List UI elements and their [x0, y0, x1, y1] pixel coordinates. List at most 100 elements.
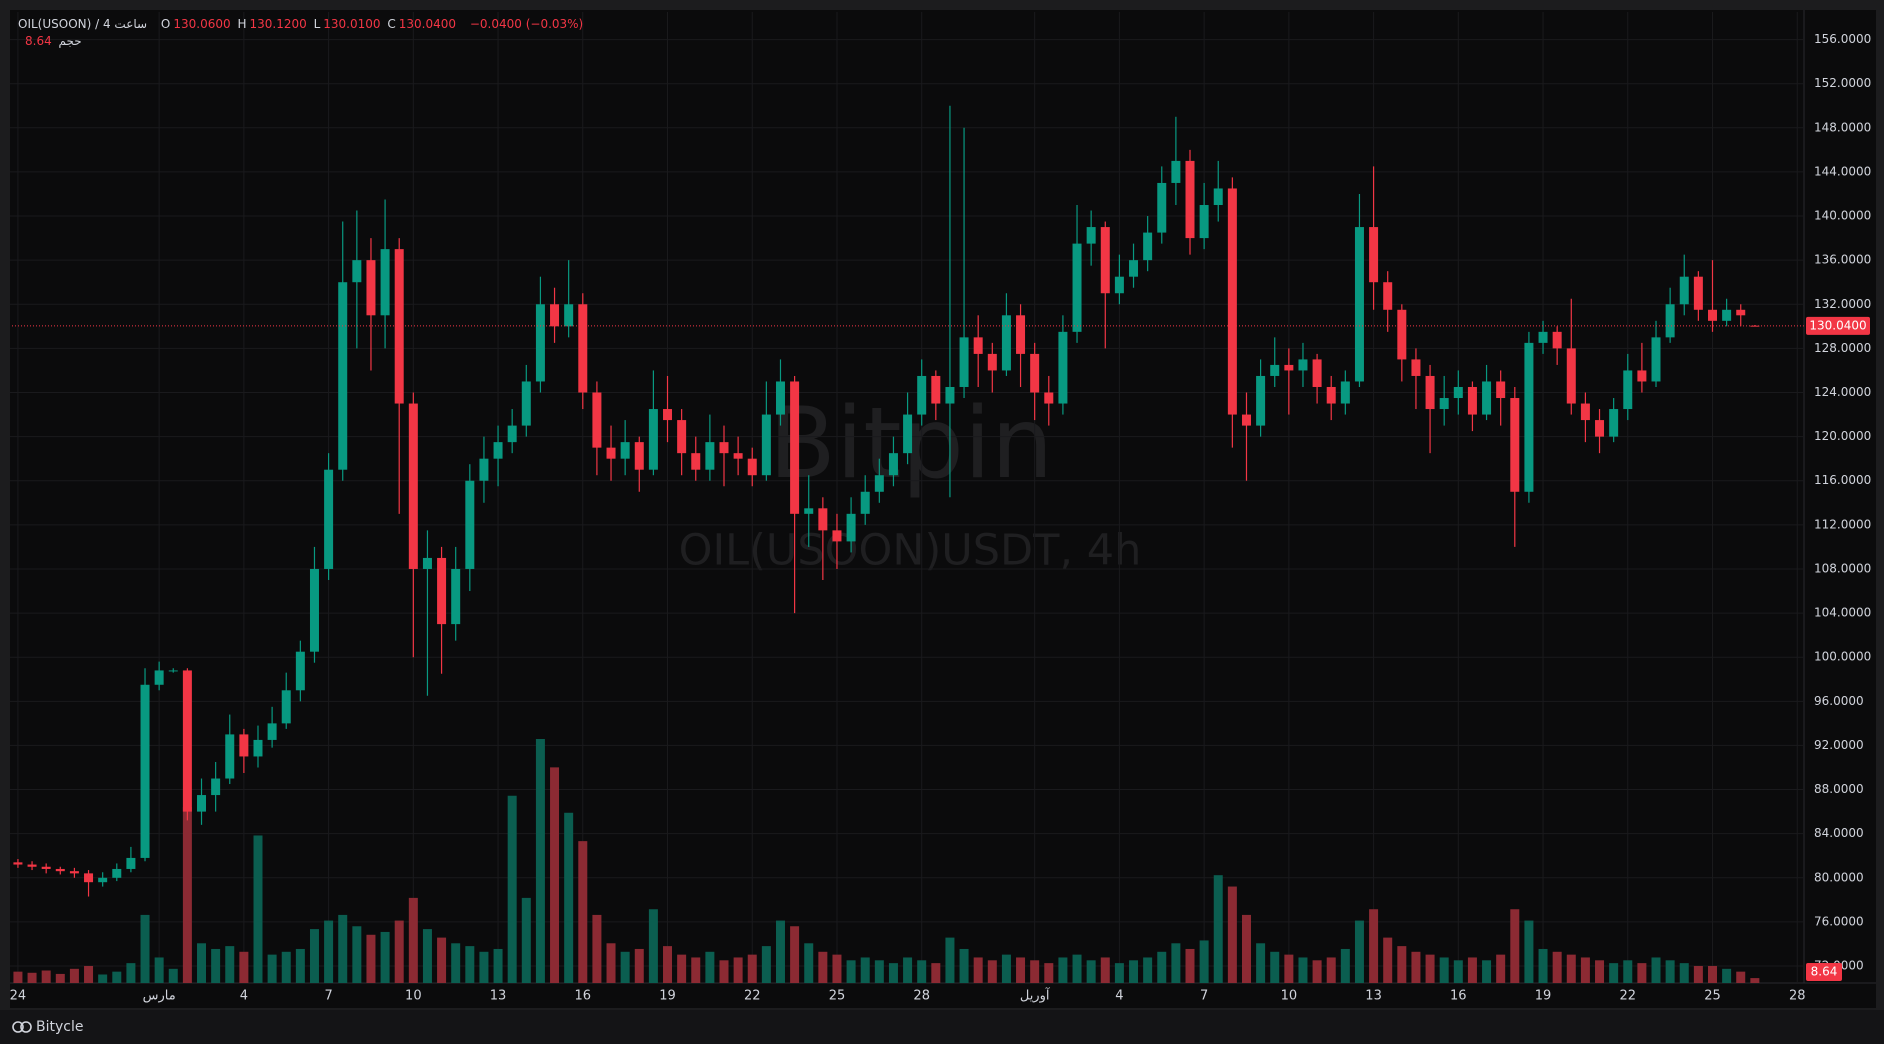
volume-bar: [691, 957, 701, 983]
volume-bar: [1707, 965, 1717, 983]
candle-body: [1496, 381, 1506, 399]
x-tick-label: 16: [1450, 989, 1467, 1004]
volume-bar: [422, 929, 432, 983]
candle-body: [1312, 359, 1322, 387]
candle-body: [775, 381, 785, 415]
candle-body: [1425, 375, 1435, 410]
candle-body: [479, 458, 489, 481]
volume-bar: [606, 943, 616, 983]
volume-bar: [705, 951, 715, 983]
candle-body: [550, 304, 560, 327]
volume-bar: [479, 951, 489, 983]
y-tick-label: 128.0000: [1814, 341, 1871, 355]
candle-body: [69, 871, 79, 874]
x-tick-label: آوریل: [1020, 987, 1051, 1004]
volume-bar: [98, 974, 108, 983]
candle-body: [535, 304, 545, 382]
candle-body: [465, 480, 475, 569]
candle-body: [903, 414, 913, 454]
volume-bar: [1623, 960, 1633, 983]
open-label: O: [160, 17, 171, 31]
candle-body: [1609, 409, 1619, 437]
y-tick-label: 108.0000: [1814, 561, 1871, 575]
volume-bar: [1256, 943, 1266, 983]
volume-bar: [860, 957, 870, 983]
high-value: 130.1200: [249, 17, 307, 31]
candle-body: [1284, 364, 1294, 371]
candle-body: [1665, 304, 1675, 338]
volume-bar: [634, 948, 644, 983]
volume-bar: [874, 960, 884, 983]
low-value: 130.0100: [323, 17, 381, 31]
volume-bar: [1595, 960, 1605, 983]
x-tick-label: 10: [405, 989, 422, 1004]
volume-bar: [281, 951, 291, 983]
candle-body: [578, 304, 588, 393]
y-tick-label: 84.0000: [1814, 826, 1864, 840]
candle-body: [691, 453, 701, 470]
candle-body: [733, 453, 743, 459]
candle-body: [1100, 227, 1110, 294]
volume-bar: [1114, 963, 1124, 983]
volume-bar: [903, 957, 913, 983]
volume-bar: [1213, 875, 1223, 983]
volume-bar: [677, 954, 687, 983]
volume-bar: [1580, 957, 1590, 983]
volume-bar: [1340, 948, 1350, 983]
volume-bar: [13, 971, 23, 983]
volume-bar: [1679, 963, 1689, 983]
volume-bar: [408, 897, 418, 983]
candle-body: [564, 304, 574, 327]
candle-body: [1467, 386, 1477, 415]
volume-tag-label: 8.64: [1811, 965, 1838, 979]
volume-bar: [1510, 909, 1520, 983]
volume-bar: [1284, 954, 1294, 983]
volume-bar: [324, 920, 334, 983]
brand[interactable]: Bitycle: [36, 1019, 83, 1035]
volume-bar: [338, 914, 348, 983]
volume-bar: [804, 943, 814, 983]
volume-bar: [507, 795, 517, 983]
candle-body: [1270, 364, 1280, 376]
volume-bar: [1298, 957, 1308, 983]
candle-body: [677, 420, 687, 454]
volume-bar: [1383, 937, 1393, 983]
volume-bar: [1439, 957, 1449, 983]
volume-tag: [1806, 963, 1842, 981]
y-tick-label: 104.0000: [1814, 606, 1871, 620]
candle-body: [1143, 232, 1153, 261]
x-tick-label: 19: [659, 989, 676, 1004]
volume-value: 8.64: [25, 34, 52, 48]
volume-bar: [1609, 963, 1619, 983]
x-tick-label: 4: [240, 989, 248, 1004]
volume-bar: [1058, 957, 1068, 983]
footer-bar: [0, 1010, 1884, 1044]
candle-body: [1030, 353, 1040, 393]
y-tick-label: 156.0000: [1814, 32, 1871, 46]
volume-bar: [535, 739, 545, 983]
candle-body: [1157, 182, 1167, 233]
candle-body: [98, 877, 108, 883]
candle-body: [606, 447, 616, 459]
candle-body: [1722, 309, 1732, 321]
volume-bar: [1524, 920, 1534, 983]
volume-bar: [182, 807, 192, 983]
candle-body: [267, 723, 277, 740]
volume-bar: [239, 951, 249, 983]
volume-bar: [1397, 946, 1407, 983]
volume-bar: [1171, 943, 1181, 983]
candle-body: [182, 670, 192, 812]
y-tick-label: 144.0000: [1814, 164, 1871, 178]
candle-body: [818, 508, 828, 531]
volume-bar: [84, 965, 94, 983]
close-label: C: [387, 17, 396, 31]
volume-bar: [973, 957, 983, 983]
volume-bar: [1637, 963, 1647, 983]
candle-body: [338, 282, 348, 470]
candle-body: [451, 568, 461, 625]
volume-bar: [437, 937, 447, 983]
x-tick-label: 22: [1619, 989, 1636, 1004]
candle-body: [931, 375, 941, 404]
volume-bar: [592, 914, 602, 983]
